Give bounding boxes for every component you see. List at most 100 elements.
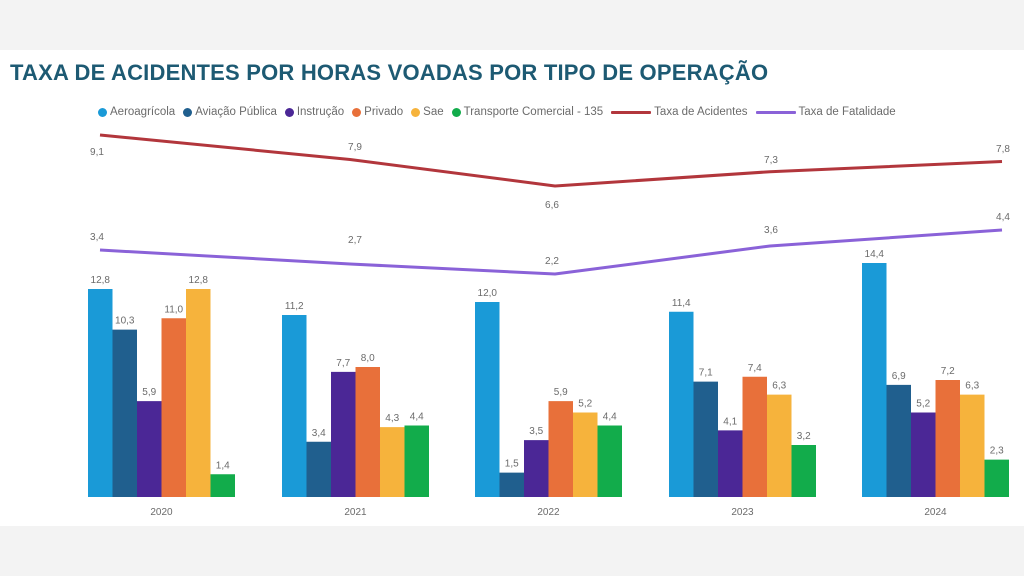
bar-aeroagricola-2021: [282, 315, 307, 497]
data-label-aviacao-publica-2020: 10,3: [115, 316, 135, 327]
legend-item-privado[interactable]: Privado: [352, 106, 403, 118]
legend-item-sae[interactable]: Sae: [411, 106, 444, 118]
data-label-privado-2021: 8,0: [361, 353, 375, 364]
data-label-taxa-de-fatalidade-2021: 2,7: [348, 235, 362, 246]
legend-item-taxa-de-acidentes[interactable]: Taxa de Acidentes: [611, 106, 748, 118]
data-label-instrucao-2020: 5,9: [142, 387, 156, 398]
bar-sae-2022: [573, 412, 598, 497]
bar-sae-2024: [960, 394, 985, 497]
footer-band: [0, 526, 1024, 576]
legend-label: Aviação Pública: [195, 106, 277, 118]
bar-sae-2023: [767, 394, 792, 497]
data-label-transporte-comercial-135-2023: 3,2: [797, 431, 811, 442]
bar-privado-2022: [548, 401, 573, 497]
legend-line-swatch: [755, 110, 796, 114]
legend-line-swatch: [611, 110, 652, 114]
bar-transporte-comercial-135-2022: [597, 425, 622, 497]
legend-item-taxa-de-fatalidade[interactable]: Taxa de Fatalidade: [755, 106, 896, 118]
bar-transporte-comercial-135-2023: [791, 445, 816, 497]
legend-label: Taxa de Acidentes: [654, 106, 748, 118]
bar-sae-2021: [380, 427, 405, 497]
legend-label: Instrução: [296, 106, 345, 118]
data-label-taxa-de-acidentes-2022: 6,6: [545, 200, 559, 211]
x-tick-label-2023: 2023: [731, 507, 754, 518]
data-label-taxa-de-acidentes-2021: 7,9: [348, 142, 362, 153]
data-label-privado-2024: 7,2: [941, 366, 955, 377]
data-label-aeroagricola-2020: 12,8: [91, 275, 111, 286]
bar-aeroagricola-2022: [475, 302, 500, 497]
legend-dot-swatch: [98, 107, 107, 117]
data-label-taxa-de-fatalidade-2023: 3,6: [764, 225, 778, 236]
data-label-privado-2022: 5,9: [554, 387, 568, 398]
legend-label: Sae: [423, 106, 444, 118]
legend-label: Aeroagrícola: [110, 106, 176, 118]
x-tick-label-2024: 2024: [924, 507, 947, 518]
data-label-taxa-de-acidentes-2023: 7,3: [764, 155, 778, 166]
bar-instrucao-2021: [331, 371, 356, 497]
bar-instrucao-2022: [524, 440, 549, 497]
data-label-aeroagricola-2022: 12,0: [478, 288, 498, 299]
data-label-aeroagricola-2021: 11,2: [285, 301, 304, 312]
legend-dot-swatch: [411, 107, 421, 117]
data-label-aeroagricola-2023: 11,4: [672, 298, 691, 309]
bar-aeroagricola-2023: [669, 311, 694, 497]
legend-label: Privado: [364, 106, 404, 118]
data-label-sae-2021: 4,3: [385, 413, 399, 424]
bar-privado-2023: [742, 376, 767, 497]
x-tick-label-2020: 2020: [150, 507, 173, 518]
bar-privado-2020: [161, 318, 186, 497]
data-label-aeroagricola-2024: 14,4: [865, 249, 885, 260]
data-label-sae-2023: 6,3: [772, 381, 786, 392]
data-label-taxa-de-acidentes-2020: 9,1: [90, 147, 104, 158]
data-label-instrucao-2024: 5,2: [916, 399, 930, 410]
bar-instrucao-2023: [718, 430, 743, 497]
chart-legend: Aeroagrícola Aviação Pública Instrução Priv…: [98, 104, 896, 120]
data-label-sae-2022: 5,2: [578, 399, 592, 410]
legend-item-transporte-comercial-135[interactable]: Transporte Comercial - 135: [451, 106, 603, 118]
data-label-aviacao-publica-2024: 6,9: [892, 371, 906, 382]
bar-transporte-comercial-135-2020: [210, 474, 235, 497]
data-label-aviacao-publica-2022: 1,5: [505, 459, 519, 470]
legend-dot-swatch: [352, 107, 362, 117]
data-label-transporte-comercial-135-2024: 2,3: [990, 446, 1004, 457]
legend-item-aeroagricola[interactable]: Aeroagrícola: [98, 106, 175, 118]
data-label-taxa-de-fatalidade-2024: 4,4: [996, 212, 1010, 223]
data-label-instrucao-2022: 3,5: [529, 426, 543, 437]
bar-aeroagricola-2024: [862, 263, 887, 497]
legend-dot-swatch: [451, 107, 461, 117]
bar-transporte-comercial-135-2024: [984, 459, 1009, 497]
bar-privado-2021: [355, 367, 380, 497]
data-label-instrucao-2023: 4,1: [723, 416, 737, 427]
line-taxa-de-fatalidade: [99, 228, 1003, 276]
bar-aviacao-publica-2023: [693, 381, 718, 497]
data-label-taxa-de-fatalidade-2022: 2,2: [545, 256, 559, 267]
bar-instrucao-2024: [911, 412, 936, 497]
bar-aviacao-publica-2021: [306, 441, 331, 497]
legend-dot-swatch: [183, 107, 193, 117]
data-label-privado-2020: 11,0: [164, 304, 183, 315]
legend-item-instrucao[interactable]: Instrução: [284, 106, 345, 118]
bar-aviacao-publica-2024: [886, 384, 911, 497]
data-label-aviacao-publica-2021: 3,4: [312, 428, 326, 439]
data-label-aviacao-publica-2023: 7,1: [699, 368, 713, 379]
data-label-transporte-comercial-135-2022: 4,4: [603, 412, 617, 423]
data-label-privado-2023: 7,4: [748, 363, 762, 374]
data-label-transporte-comercial-135-2021: 4,4: [410, 412, 424, 423]
bar-sae-2020: [186, 289, 211, 497]
bar-transporte-comercial-135-2021: [404, 425, 429, 497]
data-label-transporte-comercial-135-2020: 1,4: [216, 460, 230, 471]
x-tick-label-2022: 2022: [537, 507, 560, 518]
bar-aviacao-publica-2020: [112, 329, 137, 497]
x-tick-label-2021: 2021: [344, 507, 367, 518]
data-label-taxa-de-fatalidade-2020: 3,4: [90, 232, 104, 243]
bar-privado-2024: [935, 380, 960, 497]
line-taxa-de-acidentes: [99, 133, 1003, 188]
data-label-sae-2020: 12,8: [189, 275, 209, 286]
bar-aviacao-publica-2022: [499, 472, 524, 497]
legend-item-aviacao-publica[interactable]: Aviação Pública: [183, 106, 277, 118]
bar-aeroagricola-2020: [88, 289, 113, 497]
legend-label: Taxa de Fatalidade: [798, 106, 896, 118]
data-label-instrucao-2021: 7,7: [336, 358, 350, 369]
chart-title: TAXA DE ACIDENTES POR HORAS VOADAS POR T…: [10, 60, 769, 85]
